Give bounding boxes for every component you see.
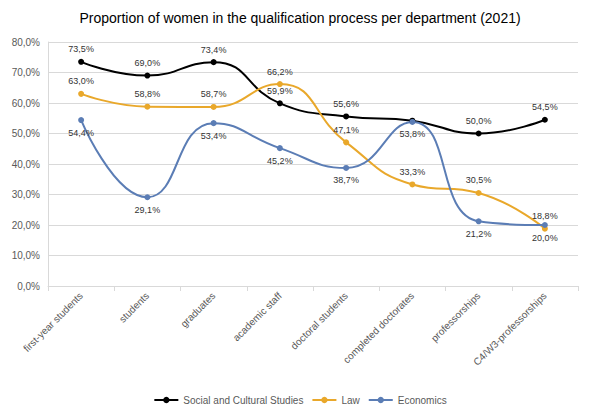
svg-text:53,4%: 53,4% — [201, 131, 227, 141]
svg-text:completed doctorates: completed doctorates — [341, 290, 416, 365]
svg-text:73,5%: 73,5% — [68, 44, 94, 54]
svg-text:30,5%: 30,5% — [466, 175, 492, 185]
svg-text:students: students — [117, 290, 151, 324]
svg-text:53,8%: 53,8% — [400, 129, 426, 139]
svg-text:73,4%: 73,4% — [201, 45, 227, 55]
svg-text:54,5%: 54,5% — [532, 102, 558, 112]
svg-text:55,6%: 55,6% — [333, 99, 359, 109]
svg-text:45,2%: 45,2% — [267, 156, 293, 166]
svg-text:66,2%: 66,2% — [267, 67, 293, 77]
svg-text:70,0%: 70,0% — [12, 67, 40, 78]
svg-text:21,2%: 21,2% — [466, 229, 492, 239]
svg-text:29,1%: 29,1% — [135, 205, 161, 215]
svg-text:38,7%: 38,7% — [333, 175, 359, 185]
svg-text:47,1%: 47,1% — [333, 125, 359, 135]
svg-text:20,0%: 20,0% — [12, 220, 40, 231]
svg-text:54,4%: 54,4% — [68, 128, 94, 138]
svg-text:69,0%: 69,0% — [135, 58, 161, 68]
svg-text:C4/W3-professorships: C4/W3-professorships — [471, 290, 549, 368]
svg-text:50,0%: 50,0% — [12, 128, 40, 139]
svg-text:first-year students: first-year students — [21, 290, 85, 354]
svg-text:graduates: graduates — [178, 290, 217, 329]
svg-text:18,8%: 18,8% — [532, 211, 558, 221]
svg-text:Proportion of women in the qua: Proportion of women in the qualification… — [79, 10, 520, 26]
svg-text:Law: Law — [341, 395, 360, 406]
svg-text:63,0%: 63,0% — [68, 76, 94, 86]
svg-text:60,0%: 60,0% — [12, 98, 40, 109]
svg-text:0,0%: 0,0% — [17, 281, 40, 292]
svg-text:10,0%: 10,0% — [12, 250, 40, 261]
svg-text:40,0%: 40,0% — [12, 159, 40, 170]
svg-text:80,0%: 80,0% — [12, 37, 40, 48]
svg-text:Social and Cultural Studies: Social and Cultural Studies — [183, 395, 303, 406]
svg-text:Economics: Economics — [398, 395, 447, 406]
svg-text:50,0%: 50,0% — [466, 116, 492, 126]
svg-text:academic staff: academic staff — [231, 290, 284, 343]
svg-text:59,9%: 59,9% — [267, 86, 293, 96]
svg-text:33,3%: 33,3% — [400, 167, 426, 177]
svg-text:30,0%: 30,0% — [12, 189, 40, 200]
svg-text:58,7%: 58,7% — [201, 89, 227, 99]
svg-text:58,8%: 58,8% — [135, 89, 161, 99]
svg-text:professorships: professorships — [429, 290, 483, 344]
svg-text:20,0%: 20,0% — [532, 233, 558, 243]
svg-text:doctoral students: doctoral students — [288, 290, 350, 352]
